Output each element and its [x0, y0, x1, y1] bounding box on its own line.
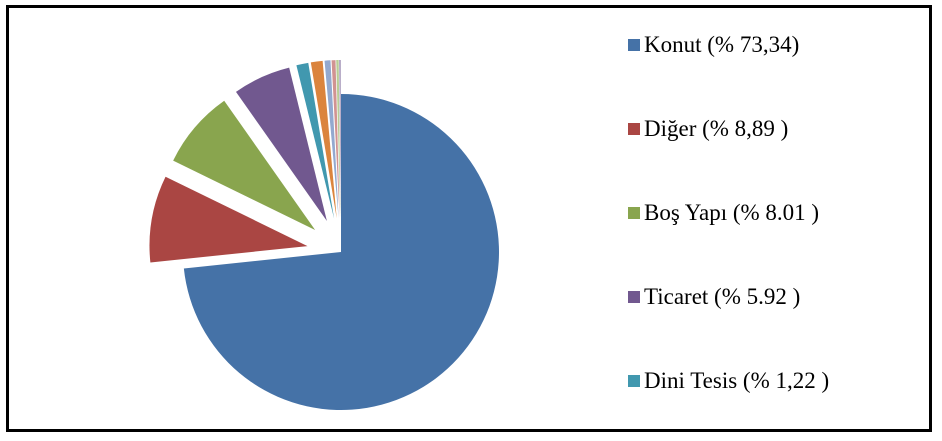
pie-slice-di-er	[149, 176, 308, 263]
legend-label-ticaret: Ticaret (% 5.92 )	[644, 284, 801, 309]
legend-label-diger: Diğer (% 8,89 )	[644, 116, 789, 141]
pie-slice-other-5	[310, 60, 337, 219]
pie-slice-dini-tesis	[296, 62, 335, 219]
legend-item-ticaret: Ticaret (% 5.92 )	[628, 282, 800, 312]
pie-slice-ticaret	[235, 67, 327, 222]
legend-item-bos-yapi: Boş Yapı (% 8.01 )	[628, 198, 819, 228]
legend-item-dini-tesis: Dini Tesis (% 1,22 )	[628, 366, 829, 396]
legend-item-diger: Diğer (% 8,89 )	[628, 114, 788, 144]
legend-label-bos-yapi: Boş Yapı (% 8.01 )	[644, 200, 820, 225]
legend-label-dini-tesis: Dini Tesis (% 1,22 )	[644, 368, 830, 393]
legend-label-konut: Konut (% 73,34)	[644, 32, 800, 57]
legend-swatch-diger	[628, 123, 640, 135]
pie-slice-bo-yap-	[173, 100, 316, 230]
pie-slice-other-9	[339, 60, 341, 219]
legend-swatch-konut	[628, 39, 640, 51]
legend-swatch-ticaret	[628, 291, 640, 303]
legend-swatch-dini-tesis	[628, 375, 640, 387]
pie-slice-other-7	[331, 60, 340, 219]
pie-slice-konut	[183, 94, 499, 410]
legend-swatch-bos-yapi	[628, 207, 640, 219]
pie-slice-other-8	[336, 60, 341, 219]
pie-slice-other-6	[324, 60, 339, 219]
legend-item-konut: Konut (% 73,34)	[628, 30, 799, 60]
